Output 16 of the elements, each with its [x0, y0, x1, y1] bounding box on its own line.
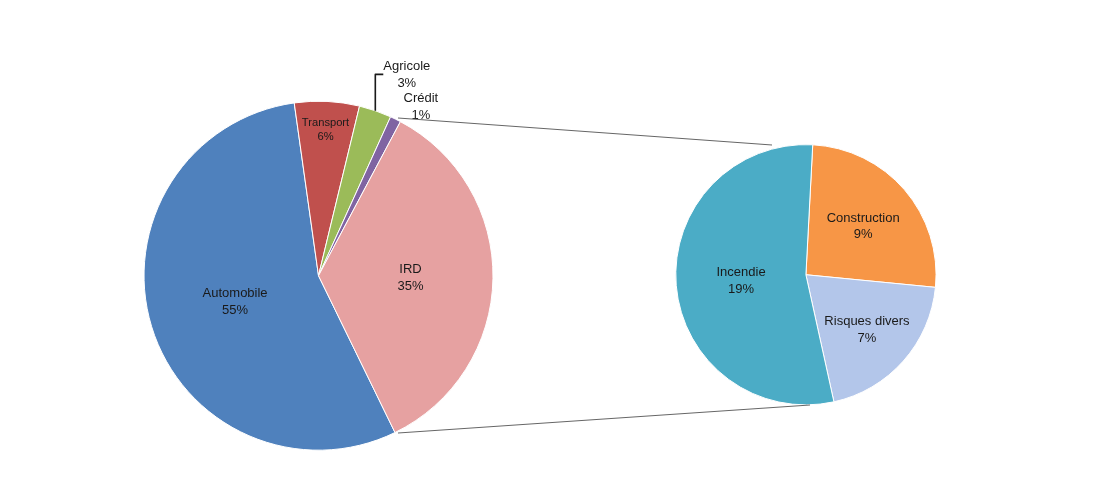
slice-label: Incendie	[716, 264, 766, 280]
slice-label: Risques divers	[824, 313, 911, 329]
data-label: 19%	[728, 281, 755, 297]
data-label: 1%	[411, 107, 431, 123]
data-label: 9%	[853, 226, 874, 242]
slice-label: Crédit	[403, 90, 439, 106]
slice-label: Agricole	[383, 58, 431, 74]
slice-label: Automobile	[202, 285, 268, 301]
slice-label: IRD	[399, 261, 422, 277]
data-label: 6%	[317, 130, 334, 143]
data-label: 3%	[397, 75, 417, 91]
data-label: 35%	[397, 278, 424, 294]
data-label: 55%	[222, 302, 249, 318]
data-label: 7%	[857, 330, 877, 346]
slice-label: Construction	[826, 209, 900, 225]
slice-label: Transport	[301, 115, 351, 128]
